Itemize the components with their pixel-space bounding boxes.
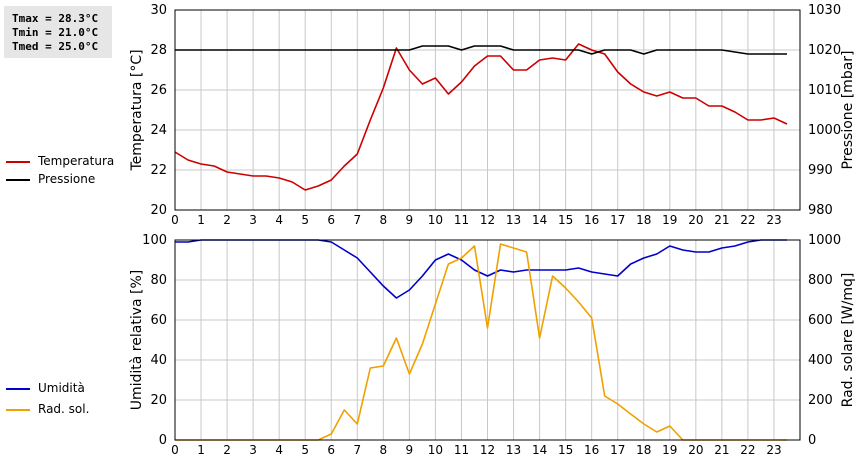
chart2-x-tick-label: 12 — [480, 443, 495, 457]
chart1-left-tick-label: 28 — [150, 43, 167, 58]
chart1-x-tick-label: 6 — [327, 213, 335, 227]
chart1-x-tick-label: 4 — [275, 213, 283, 227]
chart2-left-tick-label: 100 — [142, 233, 167, 248]
chart1-x-tick-label: 14 — [532, 213, 547, 227]
chart1-x-tick-label: 9 — [406, 213, 414, 227]
chart1-left-tick-label: 20 — [150, 203, 167, 218]
chart2-x-tick-label: 16 — [584, 443, 599, 457]
chart1-left-tick-label: 24 — [150, 123, 167, 138]
legend-label-pressione: Pressione — [38, 172, 96, 186]
chart2-right-tick-label: 0 — [808, 433, 816, 448]
chart2-x-tick-label: 17 — [610, 443, 625, 457]
chart2-series-rad-sol — [175, 243, 787, 441]
chart2-right-tick-label: 1000 — [808, 233, 841, 248]
chart1-x-tick-label: 2 — [223, 213, 231, 227]
chart2-left-tick-label: 60 — [150, 313, 167, 328]
chart2-left-tick-label: 40 — [150, 353, 167, 368]
chart1-left-tick-label: 22 — [150, 163, 167, 178]
chart1-right-axis-label: Pressione [mbar] — [840, 50, 856, 169]
chart1-x-tick-label: 5 — [301, 213, 309, 227]
chart2-x-tick-label: 1 — [197, 443, 205, 457]
pressione-swatch — [6, 179, 30, 181]
chart2-x-tick-label: 7 — [353, 443, 361, 457]
chart2-right-tick-label: 600 — [808, 313, 833, 328]
chart1-x-tick-label: 23 — [766, 213, 781, 227]
chart2-x-tick-label: 13 — [506, 443, 521, 457]
chart2-right-tick-label: 200 — [808, 393, 833, 408]
rad-sol-swatch — [6, 409, 30, 411]
chart2-x-tick-label: 2 — [223, 443, 231, 457]
chart1-x-tick-label: 8 — [380, 213, 388, 227]
chart1-x-tick-label: 19 — [662, 213, 677, 227]
chart2-x-tick-label: 9 — [406, 443, 414, 457]
chart1-x-tick-label: 18 — [636, 213, 651, 227]
chart2-x-tick-label: 6 — [327, 443, 335, 457]
chart2-right-axis-label: Rad. solare [W/mq] — [840, 273, 856, 408]
chart1-x-tick-label: 20 — [688, 213, 703, 227]
chart2-x-tick-label: 11 — [454, 443, 469, 457]
tmed-text: Tmed = 25.0°C — [12, 40, 99, 53]
chart2-x-tick-label: 5 — [301, 443, 309, 457]
chart2-x-tick-label: 3 — [249, 443, 257, 457]
chart1-series-pressione — [175, 45, 787, 55]
chart2-right-tick-label: 400 — [808, 353, 833, 368]
chart2-right-tick-label: 800 — [808, 273, 833, 288]
chart1-right-tick-label: 990 — [808, 163, 833, 178]
chart2-x-tick-label: 14 — [532, 443, 547, 457]
chart1-right-tick-label: 1010 — [808, 83, 841, 98]
chart2-x-tick-label: 15 — [558, 443, 573, 457]
chart1-x-tick-label: 22 — [740, 213, 755, 227]
chart1-x-tick-label: 11 — [454, 213, 469, 227]
chart2-x-tick-label: 0 — [171, 443, 179, 457]
chart2-x-tick-label: 22 — [740, 443, 755, 457]
chart2-x-tick-label: 23 — [766, 443, 781, 457]
chart1-x-tick-label: 3 — [249, 213, 257, 227]
chart1-plot-frame — [174, 9, 801, 211]
legend-label-temperatura: Temperatura — [38, 154, 115, 168]
tmax-text: Tmax = 28.3°C — [12, 12, 99, 25]
chart2-series-umidit — [175, 239, 787, 299]
chart1-series-temperatura — [174, 43, 788, 191]
chart2-left-tick-label: 80 — [150, 273, 167, 288]
chart1-left-tick-label: 30 — [150, 3, 167, 18]
chart1-left-tick-label: 26 — [150, 83, 167, 98]
stats-box: Tmax = 28.3°C Tmin = 21.0°C Tmed = 25.0°… — [4, 6, 112, 58]
chart1-right-tick-label: 1000 — [808, 123, 841, 138]
chart1-x-tick-label: 15 — [558, 213, 573, 227]
chart2-x-tick-label: 21 — [714, 443, 729, 457]
chart1-x-tick-label: 0 — [171, 213, 179, 227]
chart2-x-tick-label: 10 — [428, 443, 443, 457]
chart2-x-tick-label: 8 — [380, 443, 388, 457]
chart2-x-tick-label: 4 — [275, 443, 283, 457]
chart1-x-tick-label: 16 — [584, 213, 599, 227]
umidita-swatch — [6, 388, 30, 390]
chart1-right-tick-label: 1020 — [808, 43, 841, 58]
chart2-left-tick-label: 20 — [150, 393, 167, 408]
chart2-x-tick-label: 18 — [636, 443, 651, 457]
chart1-right-tick-label: 980 — [808, 203, 833, 218]
chart1-x-tick-label: 17 — [610, 213, 625, 227]
legend-label-umidita: Umidità — [38, 381, 85, 395]
chart1-x-tick-label: 21 — [714, 213, 729, 227]
legend-label-rad-sol: Rad. sol. — [38, 402, 90, 416]
chart2-left-tick-label: 0 — [159, 433, 167, 448]
temperatura-swatch — [6, 161, 30, 163]
tmin-text: Tmin = 21.0°C — [12, 26, 99, 39]
chart1-x-tick-label: 7 — [353, 213, 361, 227]
chart2-plot-frame — [174, 239, 801, 441]
chart1-x-tick-label: 1 — [197, 213, 205, 227]
chart1-x-tick-label: 12 — [480, 213, 495, 227]
chart2-left-axis-label: Umidità relativa [%] — [129, 270, 145, 411]
chart1-x-tick-label: 10 — [428, 213, 443, 227]
chart1-x-tick-label: 13 — [506, 213, 521, 227]
chart2-x-tick-label: 19 — [662, 443, 677, 457]
chart1-right-tick-label: 1030 — [808, 3, 841, 18]
chart2-x-tick-label: 20 — [688, 443, 703, 457]
chart1-left-axis-label: Temperatura [°C] — [129, 49, 145, 171]
